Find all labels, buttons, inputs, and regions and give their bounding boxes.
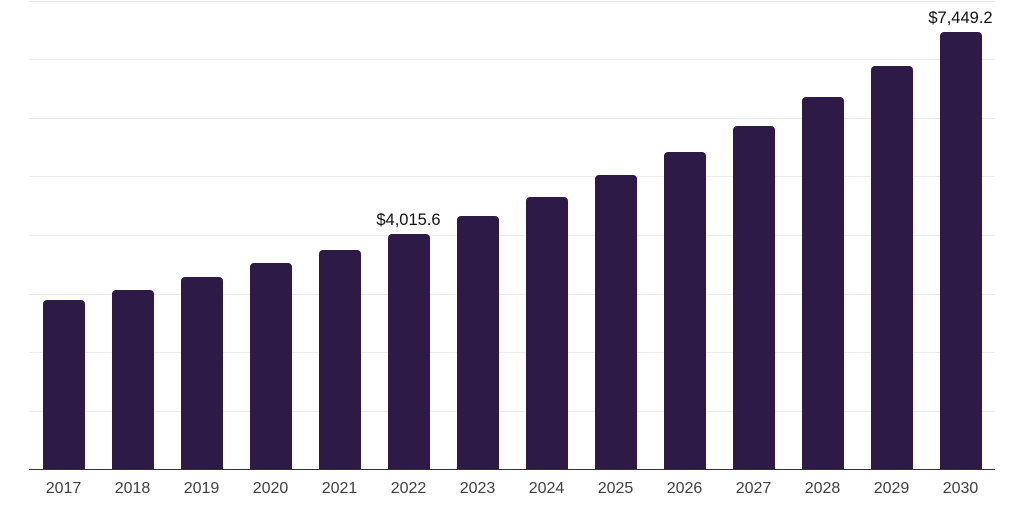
x-tick-label-2021: 2021	[321, 480, 358, 497]
bar-2024	[525, 196, 568, 469]
x-tick-label-2018: 2018	[114, 480, 151, 497]
bar-2022	[387, 233, 430, 469]
x-tick-label-2028: 2028	[804, 480, 841, 497]
bar-2019	[180, 276, 223, 469]
x-tick-label-2017: 2017	[45, 480, 82, 497]
x-tick-label-2024: 2024	[528, 480, 565, 497]
bar-2018	[111, 289, 154, 469]
plot-area: $4,015.6 $7,449.2	[29, 0, 995, 470]
bar-2025	[594, 175, 637, 469]
gridline	[29, 59, 995, 61]
x-tick-label-2022: 2022	[390, 480, 427, 497]
bar-2030	[939, 32, 982, 469]
gridline	[29, 117, 995, 119]
x-axis-line	[29, 468, 995, 470]
x-tick-label-2030: 2030	[942, 480, 979, 497]
bar-2028	[801, 96, 844, 469]
bar-2029	[870, 66, 913, 469]
gridline	[29, 293, 995, 295]
gridline	[29, 352, 995, 354]
x-tick-label-2029: 2029	[873, 480, 910, 497]
bar-value-label-2022: $4,015.6	[376, 210, 441, 229]
x-tick-label-2025: 2025	[597, 480, 634, 497]
bar-2021	[318, 249, 361, 469]
bar-2027	[732, 126, 775, 469]
gridline	[29, 0, 995, 2]
x-tick-label-2019: 2019	[183, 480, 220, 497]
x-axis-tick-labels: 2017 2018 2019 2020 2021 2022 2023 2024 2025 2026…	[29, 478, 995, 508]
gridline	[29, 410, 995, 412]
bar-2023	[456, 215, 499, 469]
bar-value-label-2030: $7,449.2	[928, 9, 993, 28]
x-tick-label-2020: 2020	[252, 480, 289, 497]
x-tick-label-2026: 2026	[666, 480, 703, 497]
x-tick-label-2023: 2023	[459, 480, 496, 497]
bar-2026	[663, 151, 706, 469]
x-tick-label-2027: 2027	[735, 480, 772, 497]
gridline	[29, 235, 995, 236]
bar-2020	[249, 262, 292, 469]
bar-2017	[42, 299, 85, 469]
gridline	[29, 176, 995, 178]
